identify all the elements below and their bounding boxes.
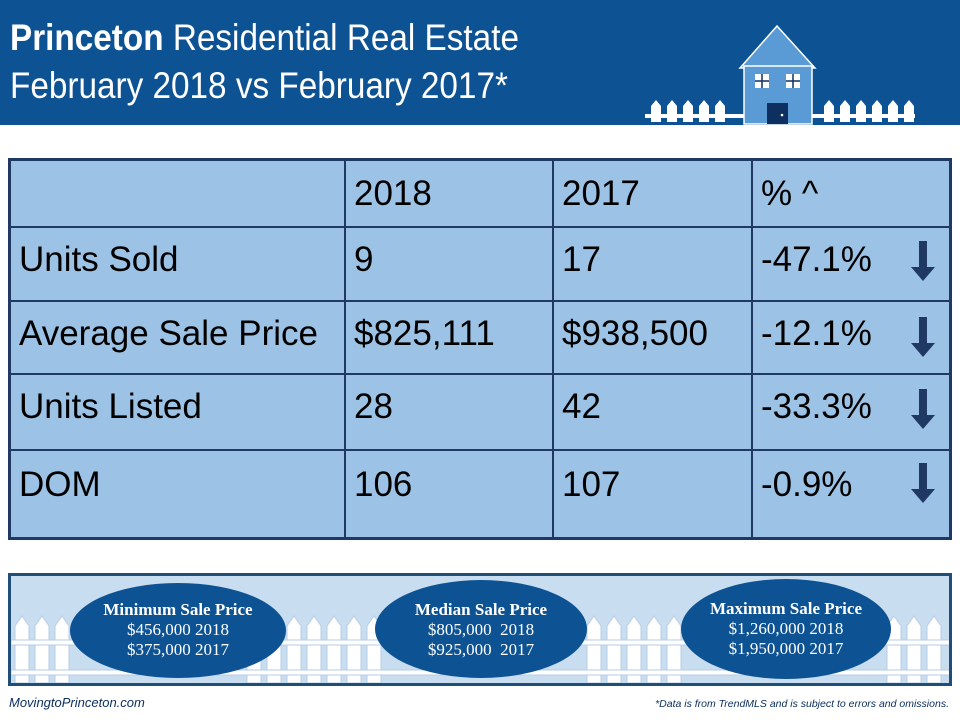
median-sale-price-2017: $925,000 2017 xyxy=(427,640,535,659)
price-summary-band: Minimum Sale Price $456,000 2018 $375,00… xyxy=(8,573,952,686)
page-title: Princeton Residential Real Estate Februa… xyxy=(10,14,519,110)
min-sale-price-2018: $456,000 2018 xyxy=(127,620,229,639)
median-sale-price-title: Median Sale Price xyxy=(414,600,548,619)
picket-fence xyxy=(645,100,915,122)
house-icon xyxy=(645,24,915,125)
row-2017-units-sold: 17 xyxy=(554,228,753,302)
max-sale-price-2017: $1,950,000 2017 xyxy=(728,639,844,658)
row-2017-dom: 107 xyxy=(554,451,753,537)
row-pct-dom: -0.9% xyxy=(761,465,853,504)
min-sale-price-2017: $375,000 2017 xyxy=(127,640,229,659)
row-label-units-sold: Units Sold xyxy=(11,228,346,302)
median-sale-price-2018: $805,000 2018 xyxy=(427,620,535,639)
table-header-blank xyxy=(11,161,346,228)
row-label-average-sale-price: Average Sale Price xyxy=(11,302,346,375)
row-pct-units-sold: -47.1% xyxy=(753,228,949,302)
down-arrow-icon xyxy=(911,389,935,429)
row-2017-units-listed: 42 xyxy=(554,375,753,451)
max-sale-price-badge: Maximum Sale Price $1,260,000 2018 $1,95… xyxy=(681,579,891,679)
max-sale-price-title: Maximum Sale Price xyxy=(709,599,862,618)
site-link[interactable]: MovingtoPrinceton.com xyxy=(9,695,145,710)
row-label-units-listed: Units Listed xyxy=(11,375,346,451)
max-sale-price-2018: $1,260,000 2018 xyxy=(728,619,844,638)
min-sale-price-title: Minimum Sale Price xyxy=(103,600,253,619)
table-header-2018: 2018 xyxy=(346,161,554,228)
down-arrow-icon xyxy=(911,463,935,503)
header-banner: Princeton Residential Real Estate Februa… xyxy=(0,0,960,125)
title-city: Princeton xyxy=(10,17,164,58)
stats-table: 2018 2017 % ^ Units Sold 9 17 -47.1% Ave… xyxy=(8,158,952,540)
row-pct-units-listed: -33.3% xyxy=(753,375,949,451)
row-pct-average-sale-price: -12.1% xyxy=(753,302,949,375)
down-arrow-icon xyxy=(911,241,935,281)
row-2018-dom: 106 xyxy=(346,451,554,537)
row-2018-units-listed: 28 xyxy=(346,375,554,451)
table-header-2017: 2017 xyxy=(554,161,753,228)
row-label-dom: DOM xyxy=(11,451,346,537)
min-sale-price-badge: Minimum Sale Price $456,000 2018 $375,00… xyxy=(70,583,286,678)
down-arrow-icon xyxy=(911,317,935,357)
title-rest: Residential Real Estate xyxy=(163,17,519,58)
row-2018-average-sale-price: $825,111 xyxy=(346,302,554,375)
table-header-pct: % ^ xyxy=(753,161,949,228)
row-2017-average-sale-price: $938,500 xyxy=(554,302,753,375)
median-sale-price-badge: Median Sale Price $805,000 2018 $925,000… xyxy=(375,580,587,678)
page-subtitle: February 2018 vs February 2017* xyxy=(10,65,508,106)
data-disclaimer: *Data is from TrendMLS and is subject to… xyxy=(655,698,949,710)
row-2018-units-sold: 9 xyxy=(346,228,554,302)
